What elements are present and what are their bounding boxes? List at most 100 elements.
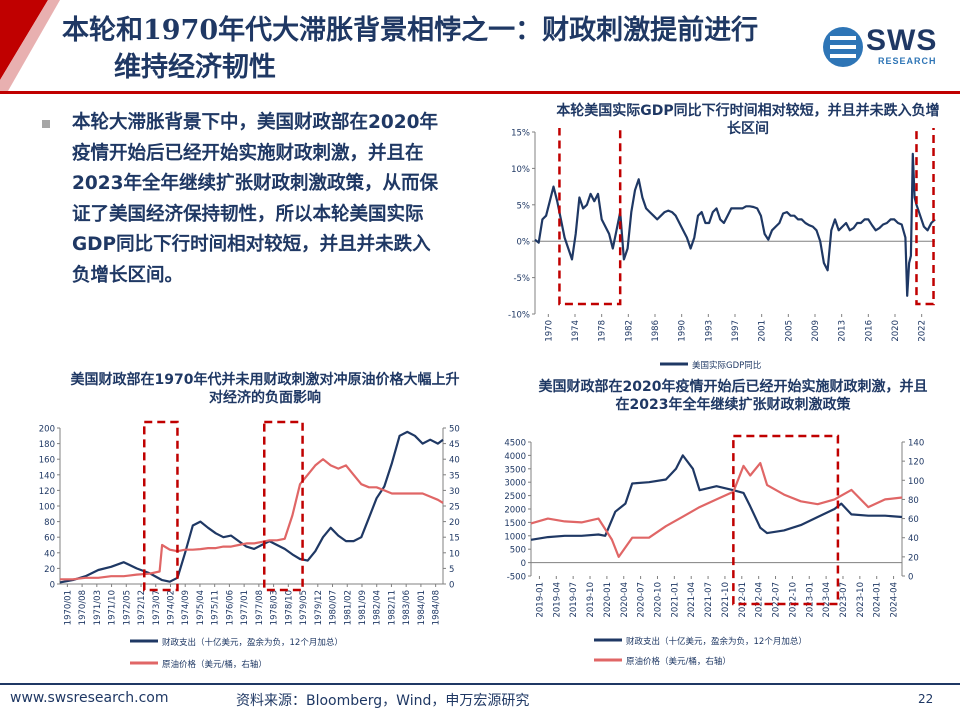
- x-tick-label: 1980/07: [329, 590, 339, 625]
- x-tick-label: 2020-07: [637, 582, 647, 618]
- x-tick-label: 1971/10: [108, 590, 118, 625]
- y-tick-label: 2500: [504, 492, 526, 502]
- highlight-box-0: [143, 420, 179, 592]
- x-tick-label: 2013: [838, 320, 848, 342]
- x-tick-label: 1974/02: [166, 590, 176, 625]
- page-number: 22: [918, 692, 934, 706]
- y-tick-label: 180: [39, 440, 55, 450]
- x-tick-label: 2022-04: [755, 582, 765, 618]
- x-tick-label: 1970/08: [78, 590, 88, 625]
- y-tick-label: 3000: [504, 479, 526, 489]
- x-tick-label: 2021-04: [687, 582, 697, 618]
- x-tick-label: 1983/06: [402, 590, 412, 625]
- gdp-chart: -10% -5% 0% 5% 10% 15% 1970 1974 1978 1982 1986 199…: [508, 128, 936, 371]
- y-right-tick-label: 120: [908, 458, 924, 468]
- y-tick-label: 60: [44, 534, 55, 544]
- x-tick-label: 2021-07: [704, 582, 714, 618]
- x-tick-label: 1981/09: [358, 590, 368, 625]
- x-tick-label: 2021-10: [721, 582, 731, 618]
- series-line-0: [59, 430, 444, 584]
- series-line-0: [530, 454, 903, 541]
- y-tick-label: 10%: [511, 165, 530, 175]
- x-tick-label: 1986: [651, 320, 661, 342]
- y-right-tick-label: 45: [449, 440, 460, 450]
- y-tick-label: 500: [510, 546, 526, 556]
- x-tick-label: 2023-10: [856, 582, 866, 618]
- y-right-tick-label: 20: [908, 553, 919, 563]
- logo-mark-icon: [823, 27, 863, 67]
- chart-1970s-title: 美国财政部在1970年代并未用财政刺激对冲原油价格大幅上升对经济的负面影响: [70, 372, 460, 406]
- x-tick-label: 2020-10: [653, 582, 663, 618]
- y-tick-label: 0: [50, 581, 55, 591]
- x-tick-label: 1978/03: [270, 590, 280, 625]
- y-tick-label: 3500: [504, 465, 526, 475]
- y-right-tick-label: 100: [908, 477, 924, 487]
- x-tick-label: 2009: [811, 320, 821, 342]
- y-right-tick-label: 10: [449, 549, 460, 559]
- y-right-tick-label: 35: [449, 471, 460, 481]
- highlight-box-0: [558, 128, 622, 306]
- bullet-icon: [42, 120, 50, 128]
- x-tick-label: 1972/05: [122, 590, 132, 625]
- y-tick-label: 40: [44, 549, 55, 559]
- x-tick-label: 1979/12: [314, 590, 324, 625]
- x-tick-label: 1970/01: [63, 590, 73, 625]
- gdp-chart-title: 本轮美国实际GDP同比下行时间相对较短，并且并未跌入负增长区间: [556, 103, 940, 137]
- x-tick-label: 2022-10: [788, 582, 798, 618]
- y-tick-label: 100: [39, 503, 55, 513]
- header-decoration: [0, 0, 960, 94]
- x-tick-label: 2022-01: [738, 582, 748, 618]
- x-tick-label: 1984/01: [417, 590, 427, 625]
- x-tick-label: 1975/04: [196, 590, 206, 625]
- x-tick-label: 2019-04: [552, 582, 562, 618]
- x-tick-label: 1978/10: [284, 590, 294, 625]
- x-tick-label: 1997: [731, 320, 741, 342]
- series-line-1: [60, 458, 444, 581]
- sws-logo: SWS RESEARCH: [820, 22, 950, 72]
- y-tick-label: 4000: [504, 452, 526, 462]
- x-tick-label: 1977/01: [240, 590, 250, 625]
- y-tick-label: -10%: [508, 311, 530, 321]
- y-tick-label: 0: [521, 559, 526, 569]
- x-tick-label: 1979/05: [299, 590, 309, 625]
- page-title-line1: 本轮和1970年代大滞胀背景相悖之一：财政刺激提前进行: [62, 15, 759, 46]
- y-right-tick-label: 25: [449, 503, 460, 513]
- x-tick-label: 2020: [891, 320, 901, 342]
- x-tick-label: 2021-01: [670, 582, 680, 618]
- x-tick-label: 1981/02: [343, 590, 353, 625]
- y-right-tick-label: 40: [908, 534, 919, 544]
- y-right-tick-label: 60: [908, 515, 919, 525]
- x-tick-label: 2020-04: [620, 582, 630, 618]
- legend-label-0: 美国实际GDP同比: [692, 360, 761, 371]
- y-tick-label: 160: [39, 456, 55, 466]
- highlight-box-1: [915, 128, 935, 306]
- x-tick-label: 1982: [624, 320, 634, 342]
- page-title: 本轮和1970年代大滞胀背景相悖之一：财政刺激提前进行 维持经济韧性: [62, 12, 822, 86]
- chart-2020s-title: 美国财政部在2020年疫情开始后已经开始实施财政刺激，并且在2023年全年继续扩…: [538, 379, 928, 413]
- x-tick-label: 2023-01: [805, 582, 815, 618]
- x-tick-label: 1984/08: [432, 590, 442, 625]
- y-tick-label: 200: [39, 425, 55, 435]
- x-tick-label: 2020-01: [603, 582, 613, 618]
- y-tick-label: 140: [39, 471, 55, 481]
- x-tick-label: 2019-10: [586, 582, 596, 618]
- y-tick-label: -5%: [513, 274, 530, 284]
- x-tick-label: 2024-04: [890, 582, 900, 618]
- logo-text: SWS: [866, 24, 938, 57]
- x-tick-label: 2024-01: [873, 582, 883, 618]
- x-tick-label: 2019-01: [535, 582, 545, 618]
- x-tick-label: 1977/08: [255, 590, 265, 625]
- legend-label-1: 原油价格（美元/桶，右轴）: [626, 656, 731, 667]
- footer-url: www.swsresearch.com: [10, 690, 169, 706]
- page-title-line2: 维持经济韧性: [114, 52, 276, 83]
- bullet-text: 本轮大滞胀背景下中，美国财政部在2020年疫情开始后已经开始实施财政刺激，并且在…: [72, 112, 438, 286]
- y-tick-label: -500: [507, 573, 526, 583]
- y-right-tick-label: 5: [449, 565, 454, 575]
- x-tick-label: 2023-07: [839, 582, 849, 618]
- y-right-tick-label: 50: [449, 425, 460, 435]
- x-tick-label: 2016: [864, 320, 874, 342]
- y-right-tick-label: 0: [908, 573, 913, 583]
- highlight-box-0: [732, 434, 840, 606]
- y-right-tick-label: 80: [908, 496, 919, 506]
- x-tick-label: 1975/11: [211, 590, 221, 625]
